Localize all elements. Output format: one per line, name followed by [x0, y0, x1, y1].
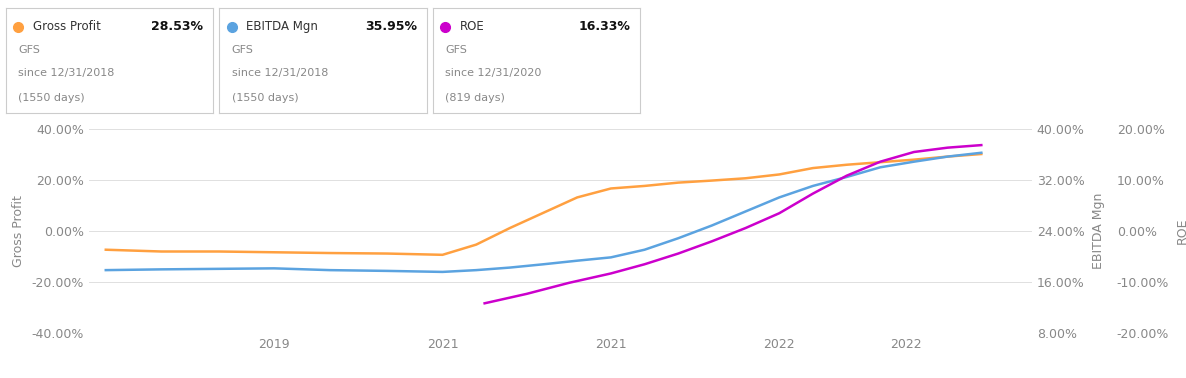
Text: since 12/31/2018: since 12/31/2018 [18, 68, 115, 78]
Text: (819 days): (819 days) [445, 93, 505, 102]
Text: EBITDA Mgn: EBITDA Mgn [247, 20, 318, 33]
Text: 28.53%: 28.53% [151, 20, 203, 33]
Y-axis label: Gross Profit: Gross Profit [12, 195, 25, 266]
Y-axis label: EBITDA Mgn: EBITDA Mgn [1091, 192, 1104, 269]
Text: (1550 days): (1550 days) [231, 93, 299, 102]
Text: GFS: GFS [445, 45, 467, 55]
Y-axis label: ROE: ROE [1177, 217, 1186, 244]
Text: 35.95%: 35.95% [364, 20, 416, 33]
Text: (1550 days): (1550 days) [18, 93, 85, 102]
Text: since 12/31/2020: since 12/31/2020 [445, 68, 542, 78]
Text: ROE: ROE [460, 20, 485, 33]
Text: since 12/31/2018: since 12/31/2018 [231, 68, 329, 78]
Text: Gross Profit: Gross Profit [33, 20, 101, 33]
Text: GFS: GFS [231, 45, 254, 55]
Text: 16.33%: 16.33% [578, 20, 630, 33]
Text: GFS: GFS [18, 45, 40, 55]
